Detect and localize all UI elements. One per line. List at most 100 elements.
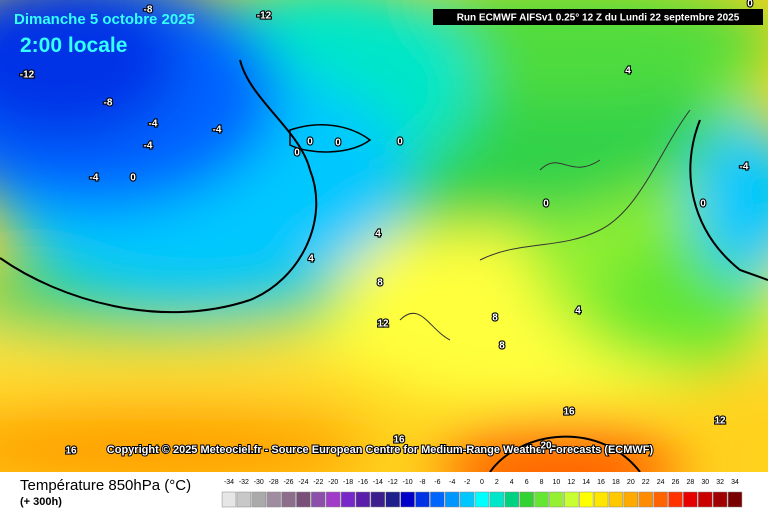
contour-label: 0 xyxy=(307,137,313,148)
contour-label: -8 xyxy=(104,98,113,109)
legend-swatch xyxy=(683,491,698,508)
legend-value: 34 xyxy=(731,479,739,486)
legend-swatch xyxy=(355,491,371,508)
legend-swatch xyxy=(638,491,653,508)
legend-value: 28 xyxy=(686,479,694,486)
legend-value: 4 xyxy=(510,479,514,486)
contour-label: 12 xyxy=(714,416,726,427)
contour-label: 8 xyxy=(377,278,383,289)
legend-swatch xyxy=(623,491,639,508)
contour-label: -12 xyxy=(20,70,35,81)
legend-value: -18 xyxy=(343,479,353,486)
legend-swatch xyxy=(593,491,609,508)
legend-value: -34 xyxy=(224,479,234,486)
contour-label: 0 xyxy=(335,138,341,149)
legend-swatch xyxy=(296,491,311,508)
legend-value: 18 xyxy=(612,479,620,486)
legend-swatch xyxy=(578,491,594,508)
contour-label: 4 xyxy=(308,254,314,265)
legend-value: -26 xyxy=(283,479,293,486)
legend-value: 12 xyxy=(567,479,575,486)
contour-label: 0 xyxy=(747,0,753,10)
legend-value: -20 xyxy=(328,479,338,486)
legend-swatch xyxy=(668,491,683,508)
contour-line xyxy=(489,435,641,472)
legend-swatch xyxy=(489,491,505,508)
contour-label: 8 xyxy=(492,313,498,324)
legend-swatch xyxy=(727,491,743,508)
legend-swatch xyxy=(653,491,668,508)
run-info: Run ECMWF AIFSv1 0.25° 12 Z du Lundi 22 … xyxy=(457,13,740,24)
legend-swatch xyxy=(504,491,519,508)
contour-label: 0 xyxy=(130,173,136,184)
legend-value: -6 xyxy=(434,479,440,486)
legend-value: -8 xyxy=(419,479,425,486)
legend-value: 30 xyxy=(701,479,709,486)
legend-value: -22 xyxy=(313,479,323,486)
contour-label: -4 xyxy=(149,119,158,130)
date: Dimanche 5 octobre 2025 xyxy=(14,11,195,28)
contour-label: -12 xyxy=(257,11,272,22)
copyright: Copyright © 2025 Meteociel.fr - Source E… xyxy=(107,444,654,456)
legend-swatch xyxy=(251,491,266,508)
contour-label: -4 xyxy=(740,162,749,173)
contour-line xyxy=(689,119,768,281)
legend-swatch xyxy=(400,491,415,508)
legend-value: 2 xyxy=(495,479,499,486)
legend-value: -4 xyxy=(449,479,455,486)
legend-value: 14 xyxy=(582,479,590,486)
iceland xyxy=(289,124,372,153)
legend-swatch xyxy=(459,491,475,508)
contour-label: -4 xyxy=(213,125,222,136)
legend-value: -24 xyxy=(298,479,308,486)
coastline xyxy=(399,109,691,341)
legend-swatch xyxy=(236,491,252,508)
legend-value: 6 xyxy=(525,479,529,486)
legend-swatch xyxy=(415,491,430,508)
legend-swatch xyxy=(445,491,460,508)
legend-swatch xyxy=(266,491,281,508)
contour-label: 0 xyxy=(543,199,549,210)
legend-scale: -34 -32 -30 -28 -26 -24 -22 -20 -18 -16 -14 -12 -10-… xyxy=(221,479,743,508)
legend-value: 32 xyxy=(716,479,724,486)
legend-swatch xyxy=(340,491,356,508)
contour-label: 0 xyxy=(700,199,706,210)
legend-swatch xyxy=(564,491,579,508)
legend-value: -14 xyxy=(373,479,383,486)
legend-value: -16 xyxy=(358,479,368,486)
contour-label: 12 xyxy=(377,319,389,330)
legend-value: 16 xyxy=(597,479,605,486)
contour-label: 4 xyxy=(375,229,381,240)
contour-line xyxy=(0,59,318,314)
legend-value: 22 xyxy=(642,479,650,486)
legend-swatch xyxy=(608,491,624,508)
legend-swatch xyxy=(325,491,341,508)
contour-label: 20 xyxy=(540,441,552,452)
legend-value: -10 xyxy=(403,479,413,486)
legend-swatch xyxy=(311,491,326,508)
legend-swatch xyxy=(221,491,237,508)
legend-swatch xyxy=(549,491,564,508)
legend-swatch xyxy=(534,491,549,508)
contour-label: 16 xyxy=(65,446,77,457)
contour-label: 4 xyxy=(625,66,631,77)
run-box xyxy=(433,9,763,25)
legend-swatch xyxy=(281,491,296,508)
contour-label: -4 xyxy=(90,173,99,184)
legend-swatch xyxy=(474,491,490,508)
legend-value: 20 xyxy=(627,479,635,486)
legend-value: -32 xyxy=(239,479,249,486)
legend-value: 0 xyxy=(480,479,484,486)
contour-label: -4 xyxy=(144,141,153,152)
legend-value: 26 xyxy=(672,479,680,486)
legend-title: Température 850hPa (°C) xyxy=(20,477,191,494)
legend-value: -30 xyxy=(254,479,264,486)
contour-label: 0 xyxy=(397,137,403,148)
legend-swatch xyxy=(430,491,445,508)
legend-swatch xyxy=(519,491,534,508)
legend-subtitle: (+ 300h) xyxy=(20,496,62,508)
legend-swatch xyxy=(385,491,400,508)
contour-label: 4 xyxy=(575,306,581,317)
